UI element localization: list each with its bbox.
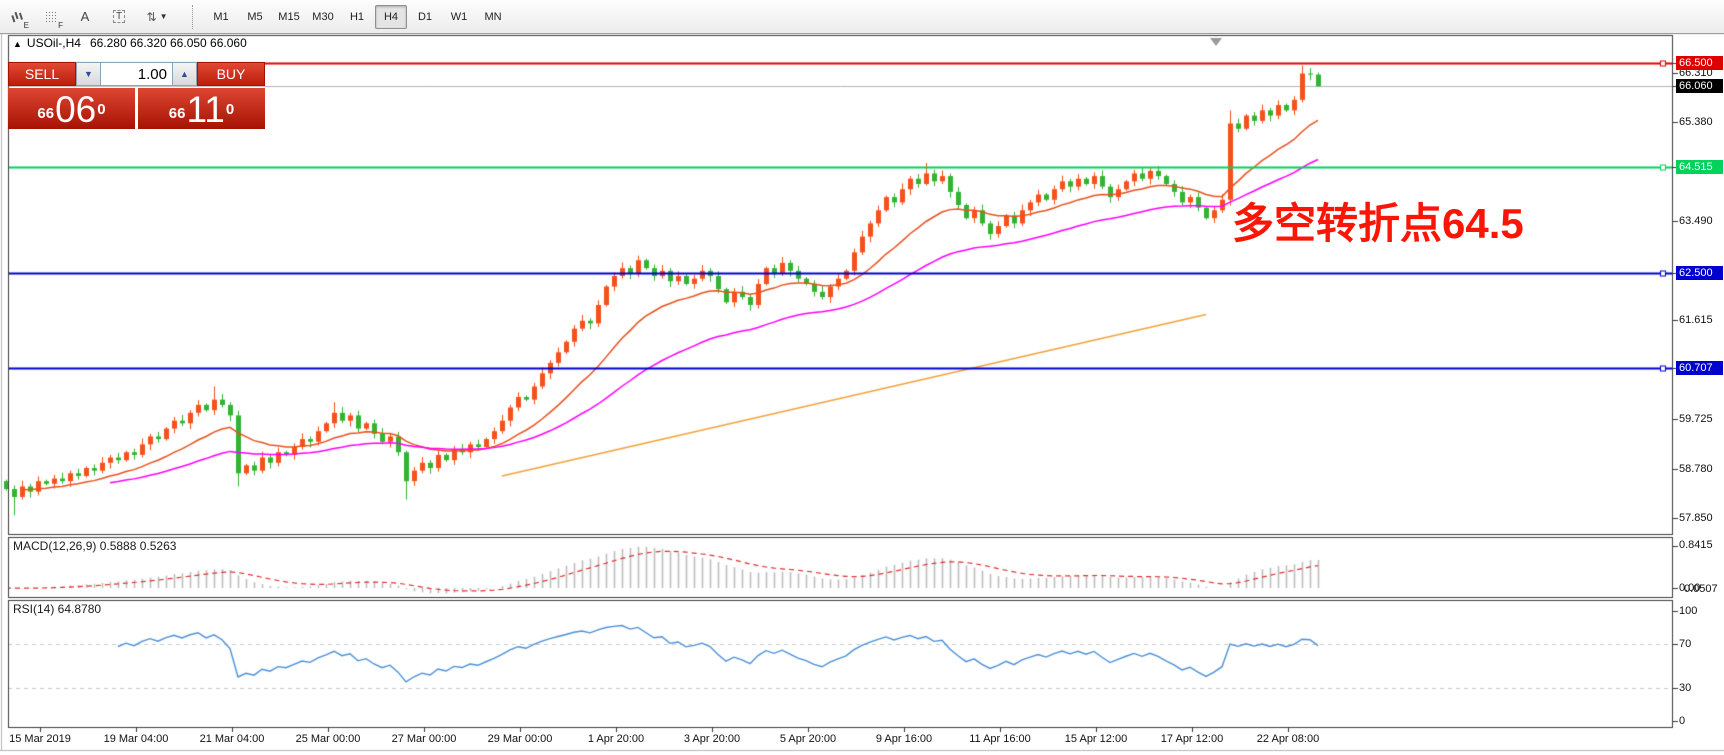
dropdown-caret-icon: ▼ bbox=[159, 12, 168, 21]
rsi-axis-label: 70 bbox=[1679, 638, 1692, 650]
text-box-icon[interactable]: T bbox=[105, 4, 133, 30]
date-axis-label: 27 Mar 00:00 bbox=[391, 733, 457, 745]
date-axis-label: 25 Mar 00:00 bbox=[295, 733, 361, 745]
trade-panel-top-row: SELL ▼ ▲ BUY bbox=[8, 62, 265, 86]
trade-panel-prices: 66 06 0 66 11 0 bbox=[8, 88, 265, 129]
price-tick-label: 61.615 bbox=[1679, 313, 1713, 326]
volume-input[interactable] bbox=[101, 62, 172, 86]
price-line-badge: 66.500 bbox=[1676, 56, 1723, 70]
sell-button[interactable]: SELL bbox=[8, 62, 76, 86]
grid-icon[interactable]: F bbox=[37, 4, 65, 30]
price-tick-label: 59.725 bbox=[1679, 413, 1713, 426]
sell-price-box[interactable]: 66 06 0 bbox=[8, 88, 135, 129]
timeframe-group: M1 M5 M15 M30 H1 H4 D1 W1 MN bbox=[204, 4, 510, 29]
text-label-icon[interactable]: A bbox=[71, 4, 99, 30]
buy-price-sup: 0 bbox=[225, 101, 235, 118]
macd-axis-label: 0.00 bbox=[1679, 582, 1701, 594]
date-axis-label: 22 Apr 08:00 bbox=[1256, 733, 1320, 745]
price-line-badge: 62.500 bbox=[1676, 266, 1723, 280]
sell-price-prefix: 66 bbox=[37, 105, 55, 122]
date-axis-label: 29 Mar 00:00 bbox=[487, 733, 553, 745]
timeframe-button-m15[interactable]: M15 bbox=[278, 10, 300, 23]
date-axis-label: 15 Mar 2019 bbox=[9, 733, 71, 745]
current-price-badge: 66.060 bbox=[1676, 79, 1723, 93]
timeframe-button-h1[interactable]: H1 bbox=[349, 10, 365, 23]
tool-glyph: E bbox=[23, 20, 29, 30]
chart-title: ▲ USOil-,H4 66.280 66.320 66.050 66.060 bbox=[13, 36, 247, 50]
tool-glyph: ⇅ bbox=[146, 9, 157, 24]
toolbar-separator bbox=[192, 4, 194, 29]
date-axis-label: 9 Apr 16:00 bbox=[875, 733, 933, 745]
price-line-badge: 60.707 bbox=[1676, 361, 1723, 375]
date-axis-label: 1 Apr 20:00 bbox=[587, 733, 645, 745]
macd-label: MACD(12,26,9) 0.5888 0.5263 bbox=[13, 539, 177, 553]
date-axis-label: 19 Mar 04:00 bbox=[103, 733, 169, 745]
date-axis-label: 21 Mar 04:00 bbox=[199, 733, 265, 745]
tool-glyph: A bbox=[80, 9, 90, 24]
price-tick-label: 57.850 bbox=[1679, 512, 1713, 524]
price-tick-label: 58.780 bbox=[1679, 463, 1713, 476]
price-tick-label: 63.490 bbox=[1679, 215, 1713, 228]
timeframe-button-d1[interactable]: D1 bbox=[417, 10, 433, 23]
rsi-axis-label: 100 bbox=[1679, 605, 1698, 617]
timeframe-button-mn[interactable]: MN bbox=[484, 10, 502, 23]
symbol-period-label: USOil-,H4 bbox=[26, 36, 81, 50]
volume-decrease-button[interactable]: ▼ bbox=[76, 62, 101, 86]
price-tick-label: 66.310 bbox=[1679, 67, 1713, 79]
buy-button[interactable]: BUY bbox=[197, 62, 265, 86]
macd-axis-label: 0.0507 bbox=[1684, 583, 1718, 595]
indicators-icon[interactable]: E bbox=[3, 4, 31, 30]
date-axis-label: 11 Apr 16:00 bbox=[969, 733, 1031, 745]
arrow-objects-icon[interactable]: ⇅ ▼ bbox=[139, 4, 175, 30]
sell-price-sup: 0 bbox=[97, 101, 106, 118]
timeframe-button-h4[interactable]: H4 bbox=[375, 4, 407, 29]
macd-axis-label: 0.8415 bbox=[1679, 539, 1713, 551]
rsi-label: RSI(14) 64.8780 bbox=[13, 602, 102, 616]
rsi-axis-label: 30 bbox=[1679, 682, 1692, 694]
date-axis-label: 15 Apr 12:00 bbox=[1064, 733, 1128, 745]
candles-icon bbox=[11, 11, 23, 22]
sell-price-big: 06 bbox=[55, 89, 97, 130]
buy-price-prefix: 66 bbox=[168, 105, 186, 122]
price-line-badge: 64.515 bbox=[1676, 160, 1723, 174]
tool-glyph: F bbox=[58, 20, 63, 30]
buy-price-big: 11 bbox=[186, 89, 225, 130]
timeframe-button-m5[interactable]: M5 bbox=[247, 10, 263, 23]
volume-increase-button[interactable]: ▲ bbox=[172, 62, 197, 86]
price-tick-label: 65.380 bbox=[1679, 115, 1713, 128]
toolbar: E F A T ⇅ ▼ M1 M5 M15 M30 H1 H4 D1 W1 MN bbox=[0, 0, 1724, 34]
date-axis-label: 3 Apr 20:00 bbox=[683, 733, 741, 745]
date-axis-label: 17 Apr 12:00 bbox=[1160, 733, 1224, 745]
timeframe-button-m1[interactable]: M1 bbox=[213, 10, 229, 23]
rsi-axis-label: 0 bbox=[1679, 715, 1686, 727]
chart-text-annotation: 多空转折点64.5 bbox=[1232, 200, 1524, 247]
tool-glyph: T bbox=[112, 10, 126, 23]
timeframe-button-w1[interactable]: W1 bbox=[450, 10, 468, 23]
date-axis-label: 5 Apr 20:00 bbox=[779, 733, 837, 745]
timeframe-button-m30[interactable]: M30 bbox=[312, 10, 334, 23]
ohlc-values: 66.280 66.320 66.050 66.060 bbox=[89, 36, 247, 50]
symbol-arrow-icon: ▲ bbox=[13, 39, 22, 49]
buy-price-box[interactable]: 66 11 0 bbox=[138, 88, 265, 129]
one-click-trading-panel: SELL ▼ ▲ BUY 66 06 0 66 11 0 bbox=[8, 62, 265, 129]
